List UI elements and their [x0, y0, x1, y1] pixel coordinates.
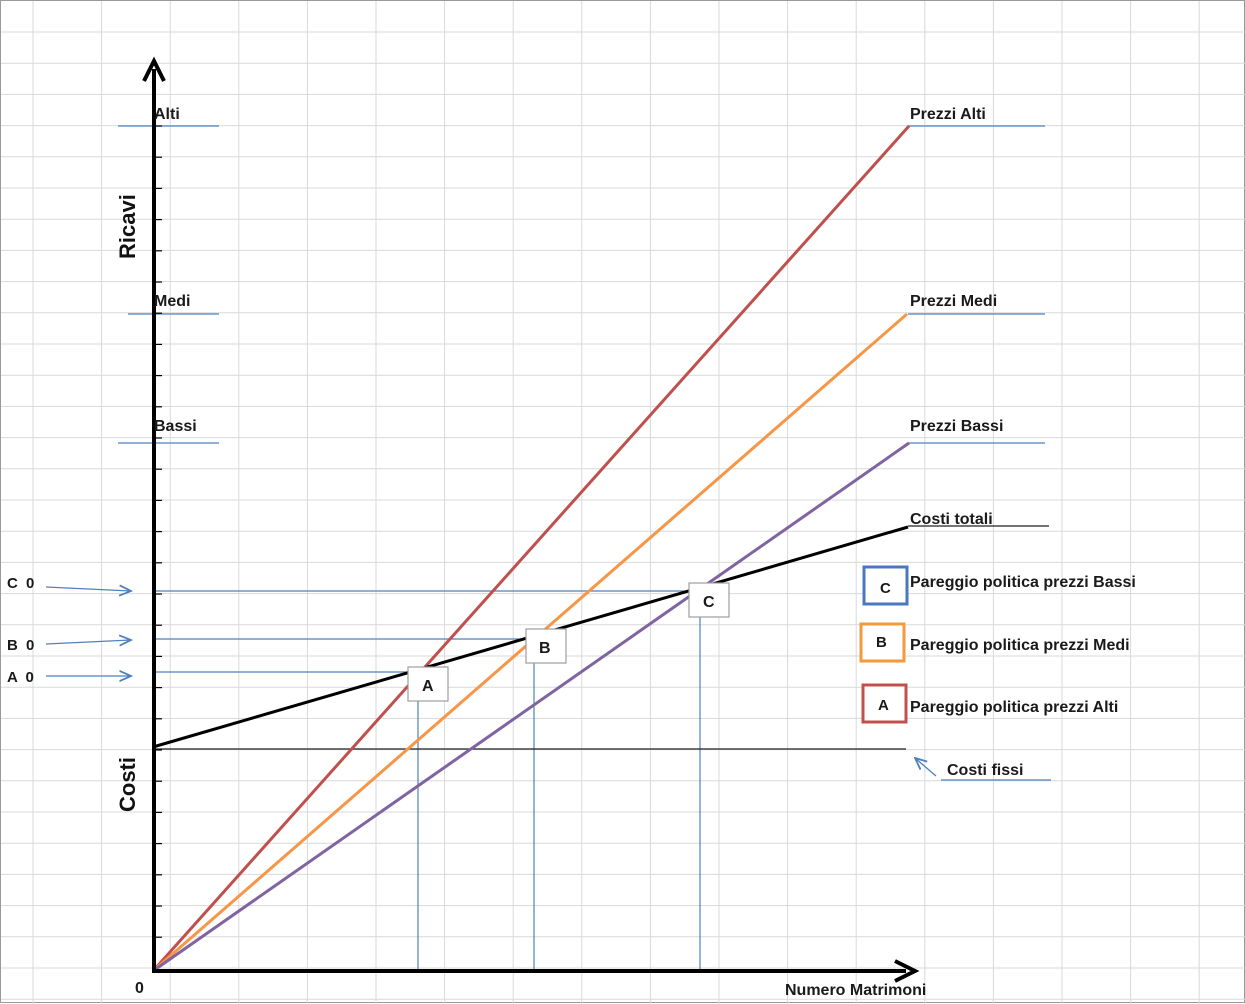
breakeven-point-b: B — [525, 628, 567, 664]
price-medium-label: Prezzi Medi — [910, 293, 997, 310]
y-axis-ticks — [154, 125, 162, 938]
revenue-level-low: Bassi — [154, 418, 197, 435]
fixed-costs-label: Costi fissi — [947, 762, 1023, 779]
x-axis-label: Numero Matrimoni — [785, 982, 926, 999]
legend-item-a-label: Pareggio politica prezzi Alti — [910, 699, 1118, 716]
legend-item-b: B Pareggio politica prezzi Medi — [859, 622, 1130, 663]
legend-item-c: C Pareggio politica prezzi Bassi — [862, 565, 1136, 606]
legend-item-b-label: Pareggio politica prezzi Medi — [910, 637, 1130, 654]
revenue-level-high: Alti — [154, 106, 180, 123]
legend-item-c-label: Pareggio politica prezzi Bassi — [910, 574, 1136, 591]
fixed-costs-pointer — [915, 758, 937, 777]
breakeven-point-c: C — [688, 582, 730, 618]
legend-item-a-key: A — [878, 697, 889, 714]
cost-level-a0: A 0 — [7, 669, 36, 686]
legend: C Pareggio politica prezzi Bassi B Pareg… — [859, 565, 1136, 724]
cost-level-c0: C 0 — [7, 575, 36, 592]
cost-level-arrows — [45, 587, 131, 676]
revenue-level-ticks — [118, 125, 1045, 444]
breakeven-point-b-label: B — [539, 640, 551, 657]
legend-item-b-key: B — [876, 634, 887, 651]
cost-level-b0: B 0 — [7, 637, 36, 654]
price-low-line — [152, 441, 910, 973]
price-high-line — [151, 124, 911, 973]
origin-label: 0 — [135, 980, 144, 997]
total-costs-label: Costi totali — [910, 511, 993, 528]
y-axis-cost-label: Costi — [115, 757, 140, 812]
breakeven-point-c-label: C — [703, 594, 715, 611]
revenue-level-medium: Medi — [154, 293, 190, 310]
legend-item-c-key: C — [880, 580, 891, 597]
y-axis-revenue-label: Ricavi — [115, 194, 140, 259]
price-low-label: Prezzi Bassi — [910, 418, 1003, 435]
breakeven-point-a-label: A — [422, 678, 434, 695]
legend-item-a: A Pareggio politica prezzi Alti — [861, 683, 1118, 724]
price-high-label: Prezzi Alti — [910, 106, 986, 123]
breakeven-point-a: A — [407, 666, 449, 702]
